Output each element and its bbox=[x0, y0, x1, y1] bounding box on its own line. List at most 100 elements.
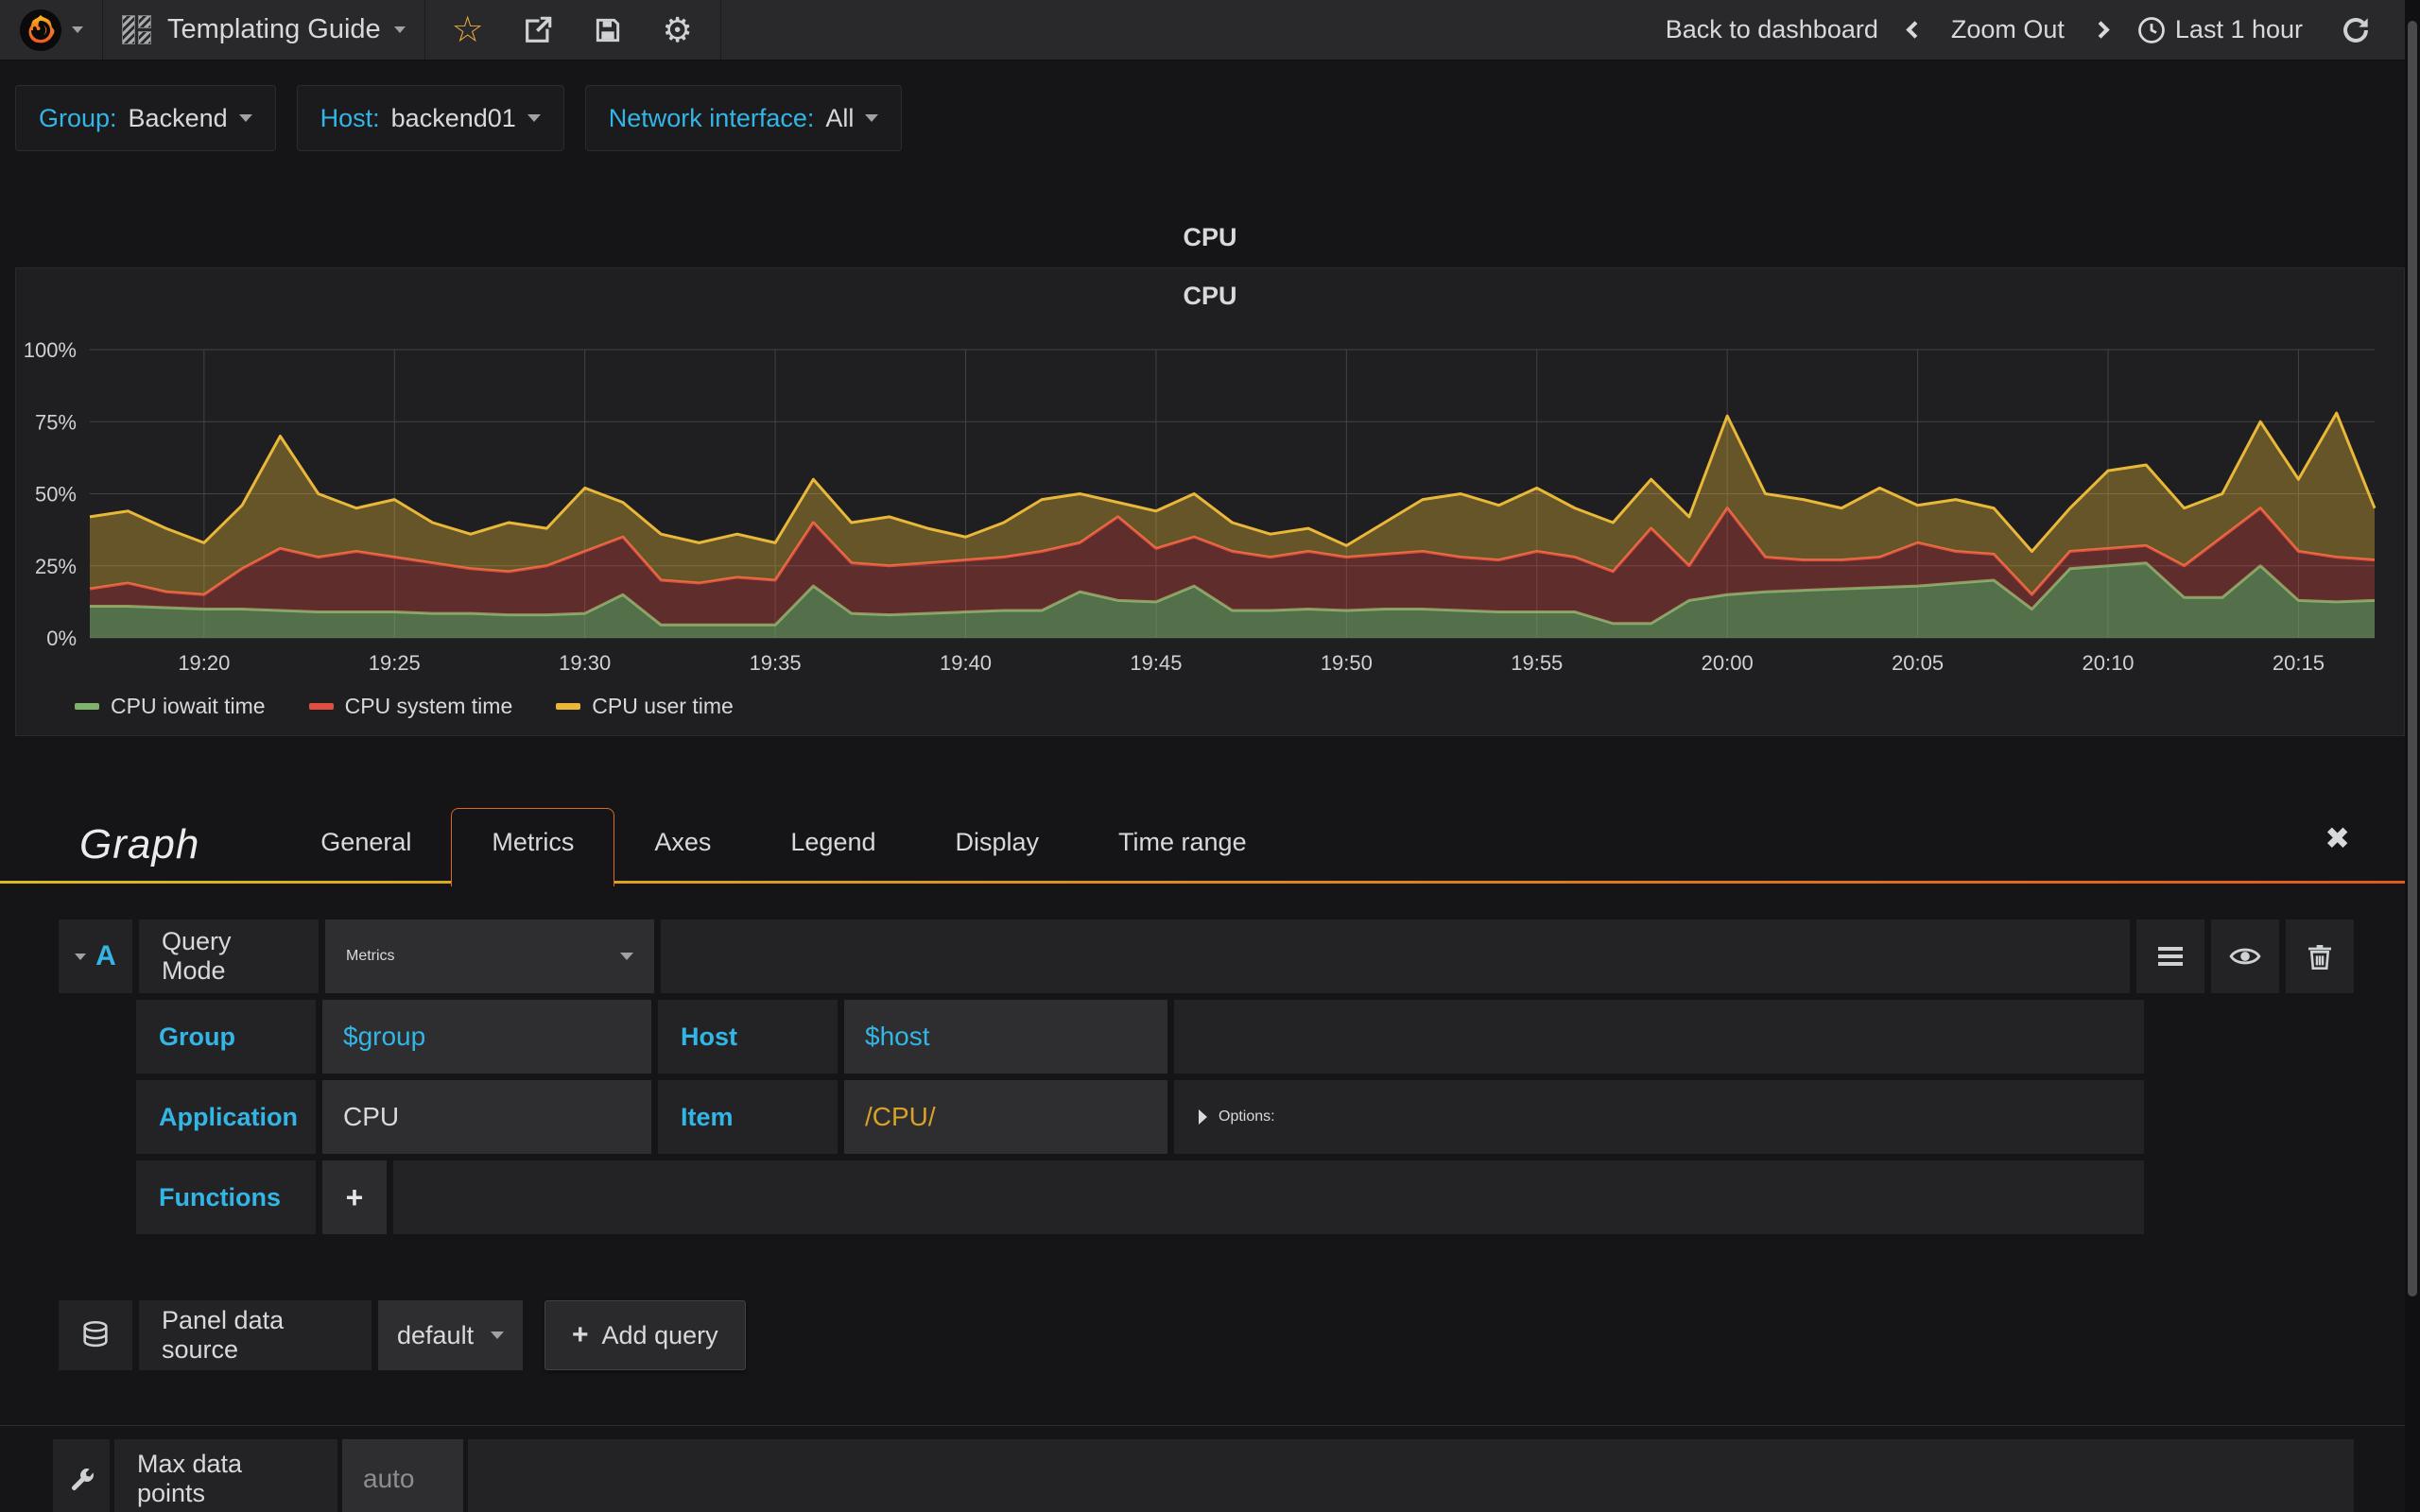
item-field-input[interactable] bbox=[844, 1080, 1167, 1154]
row-panel-title: CPU bbox=[1183, 223, 1237, 251]
panel-editor-header: Graph General Metrics Axes Legend Displa… bbox=[0, 789, 2420, 886]
svg-text:19:25: 19:25 bbox=[369, 651, 421, 675]
tab-general[interactable]: General bbox=[320, 828, 412, 856]
tab-metrics[interactable]: Metrics bbox=[451, 808, 615, 886]
query-row-a: A Query Mode Metrics bbox=[59, 919, 2354, 993]
datasource-row: Panel data source default + Add query bbox=[59, 1300, 2354, 1370]
variable-value: Backend bbox=[128, 103, 228, 132]
tab-display[interactable]: Display bbox=[955, 828, 1040, 856]
datasource-icon-cell bbox=[59, 1300, 132, 1370]
time-range-label: Last 1 hour bbox=[2174, 15, 2303, 43]
svg-text:20:05: 20:05 bbox=[1892, 651, 1944, 675]
query-editor: A Query Mode Metrics Group Host Applica bbox=[0, 919, 2420, 1512]
variable-picker-network-interface[interactable]: Network interface: All bbox=[584, 85, 903, 151]
legend-item-iowait[interactable]: CPU iowait time bbox=[75, 694, 266, 719]
legend-item-user[interactable]: CPU user time bbox=[556, 694, 734, 719]
row-filler bbox=[393, 1160, 2144, 1234]
triangle-right-icon bbox=[1199, 1109, 1207, 1125]
settings-button[interactable]: ⚙ bbox=[643, 12, 713, 47]
time-range-button[interactable]: Last 1 hour bbox=[2120, 15, 2320, 44]
row-filler bbox=[1174, 1000, 2144, 1074]
collapse-query-toggle[interactable]: A bbox=[59, 919, 132, 993]
tab-axes[interactable]: Axes bbox=[654, 828, 712, 856]
add-function-button[interactable]: + bbox=[322, 1160, 387, 1234]
variable-value: All bbox=[825, 103, 855, 132]
hamburger-menu-icon bbox=[2158, 947, 2183, 966]
panel-type-title: Graph bbox=[79, 821, 200, 868]
add-query-label: Add query bbox=[601, 1320, 718, 1349]
svg-text:20:15: 20:15 bbox=[2273, 651, 2325, 675]
tab-legend[interactable]: Legend bbox=[790, 828, 876, 856]
variable-label: Group: bbox=[39, 103, 117, 132]
zoom-out-button[interactable]: Zoom Out bbox=[1934, 15, 2082, 44]
scrollbar-track bbox=[2405, 0, 2420, 1512]
max-data-points-input[interactable] bbox=[342, 1439, 463, 1512]
application-field-label: Application bbox=[136, 1080, 316, 1154]
query-menu-button[interactable] bbox=[2136, 919, 2204, 993]
legend-label: CPU iowait time bbox=[111, 694, 266, 718]
toggle-query-visibility-button[interactable] bbox=[2211, 919, 2279, 993]
host-field-input[interactable] bbox=[844, 1000, 1167, 1074]
options-label: Options: bbox=[1219, 1108, 1275, 1125]
variable-picker-host[interactable]: Host: backend01 bbox=[296, 85, 564, 151]
svg-text:19:55: 19:55 bbox=[1511, 651, 1563, 675]
chevron-left-icon bbox=[1906, 21, 1924, 39]
variable-label: Network interface: bbox=[608, 103, 815, 132]
variable-picker-group[interactable]: Group: Backend bbox=[15, 85, 276, 151]
time-shift-back-button[interactable] bbox=[1895, 21, 1934, 39]
variable-value: backend01 bbox=[390, 103, 516, 132]
query-row-application-item: Application Item Options: bbox=[136, 1080, 2144, 1154]
cpu-stacked-area-chart[interactable]: 0% 25% 50% 75% 100% 19:20 19:25 19:30 19:35 19:40… bbox=[16, 336, 2404, 682]
options-icon-cell bbox=[53, 1439, 110, 1512]
legend-swatch bbox=[75, 703, 99, 710]
options-toggle[interactable]: Options: bbox=[1174, 1080, 2144, 1154]
group-field-input[interactable] bbox=[322, 1000, 651, 1074]
chevron-down-icon bbox=[527, 114, 541, 122]
datasource-select[interactable]: default bbox=[378, 1300, 523, 1370]
svg-text:19:20: 19:20 bbox=[178, 651, 230, 675]
cpu-graph-panel: CPU 0% 25% 50% 75% 100% 19:20 19:25 19:30 19:35 1… bbox=[15, 267, 2405, 736]
application-field-input[interactable] bbox=[322, 1080, 651, 1154]
delete-query-button[interactable] bbox=[2286, 919, 2354, 993]
svg-text:75%: 75% bbox=[35, 410, 77, 434]
scrollbar-thumb[interactable] bbox=[2408, 21, 2417, 1297]
template-variables-row: Group: Backend Host: backend01 Network i… bbox=[0, 60, 2420, 151]
query-mode-select[interactable]: Metrics bbox=[325, 919, 654, 993]
grafana-logo-icon bbox=[19, 9, 62, 52]
top-navbar: Templating Guide ☆ ⚙ Back to dashboard Z… bbox=[0, 0, 2420, 60]
query-ref-letter: A bbox=[95, 940, 116, 971]
tabs-underline bbox=[0, 881, 2420, 884]
add-query-button[interactable]: + Add query bbox=[544, 1300, 746, 1370]
svg-text:25%: 25% bbox=[35, 555, 77, 578]
legend-item-system[interactable]: CPU system time bbox=[308, 694, 512, 719]
svg-text:19:35: 19:35 bbox=[750, 651, 802, 675]
max-data-points-label: Max data points bbox=[114, 1439, 337, 1512]
share-icon bbox=[522, 14, 554, 46]
share-button[interactable] bbox=[503, 14, 573, 46]
plus-icon: + bbox=[572, 1319, 589, 1350]
close-editor-button[interactable]: ✖ bbox=[2325, 821, 2350, 855]
back-to-dashboard-label: Back to dashboard bbox=[1665, 15, 1878, 43]
grafana-logo-button[interactable] bbox=[0, 0, 103, 60]
dashboard-title-button[interactable]: Templating Guide bbox=[103, 0, 425, 60]
chevron-down-icon bbox=[72, 26, 83, 33]
refresh-button[interactable] bbox=[2320, 15, 2382, 45]
chart-legend: CPU iowait time CPU system time CPU user… bbox=[75, 694, 734, 719]
save-button[interactable] bbox=[573, 15, 643, 45]
trash-icon bbox=[2305, 941, 2335, 971]
dashboard-actions: ☆ ⚙ bbox=[425, 0, 721, 60]
wrench-icon bbox=[67, 1465, 95, 1493]
back-to-dashboard-link[interactable]: Back to dashboard bbox=[1649, 15, 1895, 44]
panel-title[interactable]: CPU bbox=[1183, 282, 1237, 310]
svg-text:0%: 0% bbox=[46, 627, 77, 650]
svg-text:20:10: 20:10 bbox=[2082, 651, 2134, 675]
database-icon bbox=[79, 1319, 112, 1351]
svg-text:19:50: 19:50 bbox=[1321, 651, 1373, 675]
svg-text:19:40: 19:40 bbox=[940, 651, 992, 675]
item-field-label: Item bbox=[658, 1080, 838, 1154]
time-shift-forward-button[interactable] bbox=[2082, 21, 2120, 39]
star-button[interactable]: ☆ bbox=[433, 12, 503, 48]
chevron-down-icon bbox=[865, 114, 879, 122]
tab-time-range[interactable]: Time range bbox=[1118, 828, 1247, 856]
